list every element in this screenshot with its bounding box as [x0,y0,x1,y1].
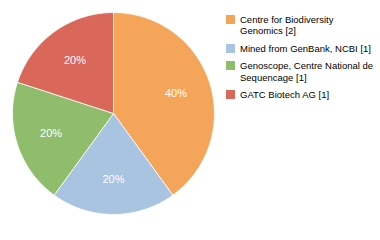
html-text:Centre for Biodiversity Genomi: Centre for Biodiversity Genomics [2] [240,14,334,37]
svg-text:20%: 20% [64,54,86,66]
html-text:Genoscope, Centre National de: Genoscope, Centre National de Sequencage… [240,60,374,83]
svg-text:40%: 40% [165,87,187,99]
html-text:Mined from GenBank, NCBI [1]: Mined from GenBank, NCBI [1] [240,42,371,54]
svg-text:20%: 20% [40,127,62,139]
svg-text:20%: 20% [102,173,124,185]
html-text:GATC Biotech AG [1]: GATC Biotech AG [1] [240,89,330,100]
